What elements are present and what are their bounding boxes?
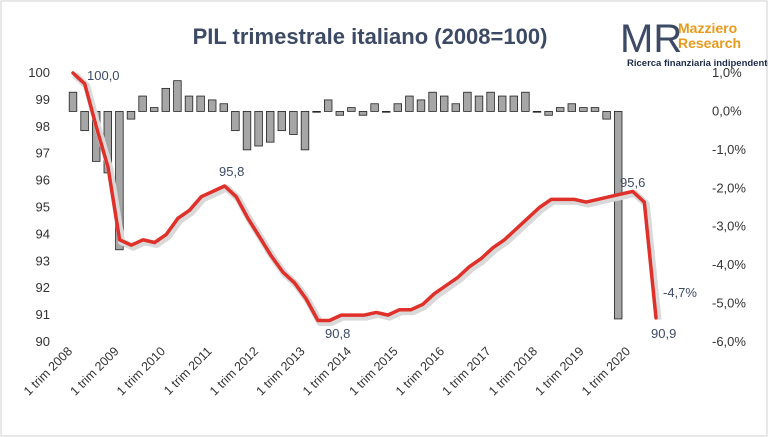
bar: [590, 107, 600, 112]
bar-series: [68, 80, 623, 320]
label-low-2013: 90,8: [325, 326, 350, 341]
right-tick-label: 1,0%: [712, 65, 742, 80]
bar: [567, 103, 576, 112]
bar: [68, 91, 78, 112]
left-tick-label: 92: [36, 280, 50, 295]
left-tick-label: 96: [36, 173, 50, 188]
bar: [231, 111, 240, 132]
right-tick-label: -5,0%: [712, 296, 746, 311]
label-peak-2011: 95,8: [219, 164, 244, 179]
label-last-index: 90,9: [651, 326, 676, 341]
label-start: 100,0: [87, 68, 120, 83]
bar: [393, 103, 402, 112]
right-tick-label: -1,0%: [712, 142, 746, 157]
bar: [219, 103, 228, 112]
bar: [312, 111, 321, 113]
bar: [149, 107, 159, 112]
left-tick-label: 95: [36, 200, 50, 215]
bar: [254, 111, 263, 147]
bar: [184, 95, 194, 112]
bar: [126, 111, 136, 120]
bar: [497, 95, 507, 112]
bar: [358, 111, 368, 116]
label-last-pct: -4,7%: [663, 285, 697, 300]
bar: [277, 111, 286, 132]
chart-title: PIL trimestrale italiano (2008=100): [193, 24, 548, 49]
right-tick-label: -6,0%: [712, 334, 746, 349]
bar: [207, 99, 217, 112]
bar: [428, 91, 437, 112]
logo-name-line2: Research: [678, 35, 741, 51]
left-tick-label: 90: [36, 334, 50, 349]
bar: [602, 111, 611, 120]
right-axis: -6,0% -5,0% -4,0% -3,0% -2,0% -1,0% 0,0% 1,0%: [712, 65, 746, 349]
logo: MR Mazziero Research Ricerca finanziaria…: [620, 17, 768, 69]
bar: [439, 95, 449, 112]
right-tick-label: -2,0%: [712, 180, 746, 195]
bar: [335, 111, 344, 116]
bar: [138, 95, 147, 112]
bar: [347, 107, 356, 112]
line-shadow: [72, 72, 662, 326]
bar: [381, 111, 391, 113]
logo-name-line1: Mazziero: [678, 20, 737, 36]
bar: [556, 107, 565, 112]
bar: [451, 103, 460, 112]
logo-tagline: Ricerca finanziaria indipendente: [627, 58, 768, 69]
left-tick-label: 93: [36, 253, 50, 268]
left-tick-label: 99: [36, 92, 50, 107]
bar: [416, 99, 426, 112]
left-axis: 90 91 92 93 94 95 96 97 98 99 100: [28, 65, 50, 349]
left-tick-label: 94: [36, 226, 50, 241]
right-tick-label: -4,0%: [712, 257, 746, 272]
bar: [161, 87, 170, 112]
bar: [265, 111, 275, 143]
bar: [486, 91, 495, 112]
bar: [300, 111, 310, 151]
bar: [463, 91, 472, 112]
gdp-index-line: [71, 71, 658, 323]
bar: [242, 111, 252, 151]
bar: [80, 111, 89, 132]
left-tick-label: 100: [28, 65, 50, 80]
right-tick-label: 0,0%: [712, 103, 742, 118]
bar: [614, 111, 623, 320]
label-peak-2019: 95,6: [620, 175, 645, 190]
left-tick-label: 97: [36, 146, 50, 161]
bar: [173, 80, 182, 112]
bar: [289, 111, 298, 135]
bar: [579, 107, 588, 112]
bar: [196, 95, 205, 112]
bar: [521, 91, 530, 112]
bar: [370, 103, 379, 112]
bar: [405, 95, 414, 112]
right-tick-label: -3,0%: [712, 219, 746, 234]
logo-mark: MR: [620, 17, 682, 61]
left-tick-label: 98: [36, 119, 50, 134]
bar: [474, 95, 484, 112]
bar: [115, 111, 124, 251]
line-series: [71, 71, 662, 326]
bar: [509, 95, 518, 112]
bar: [323, 99, 333, 112]
left-tick-label: 91: [36, 307, 50, 322]
bar: [544, 111, 553, 116]
bar: [532, 111, 542, 113]
